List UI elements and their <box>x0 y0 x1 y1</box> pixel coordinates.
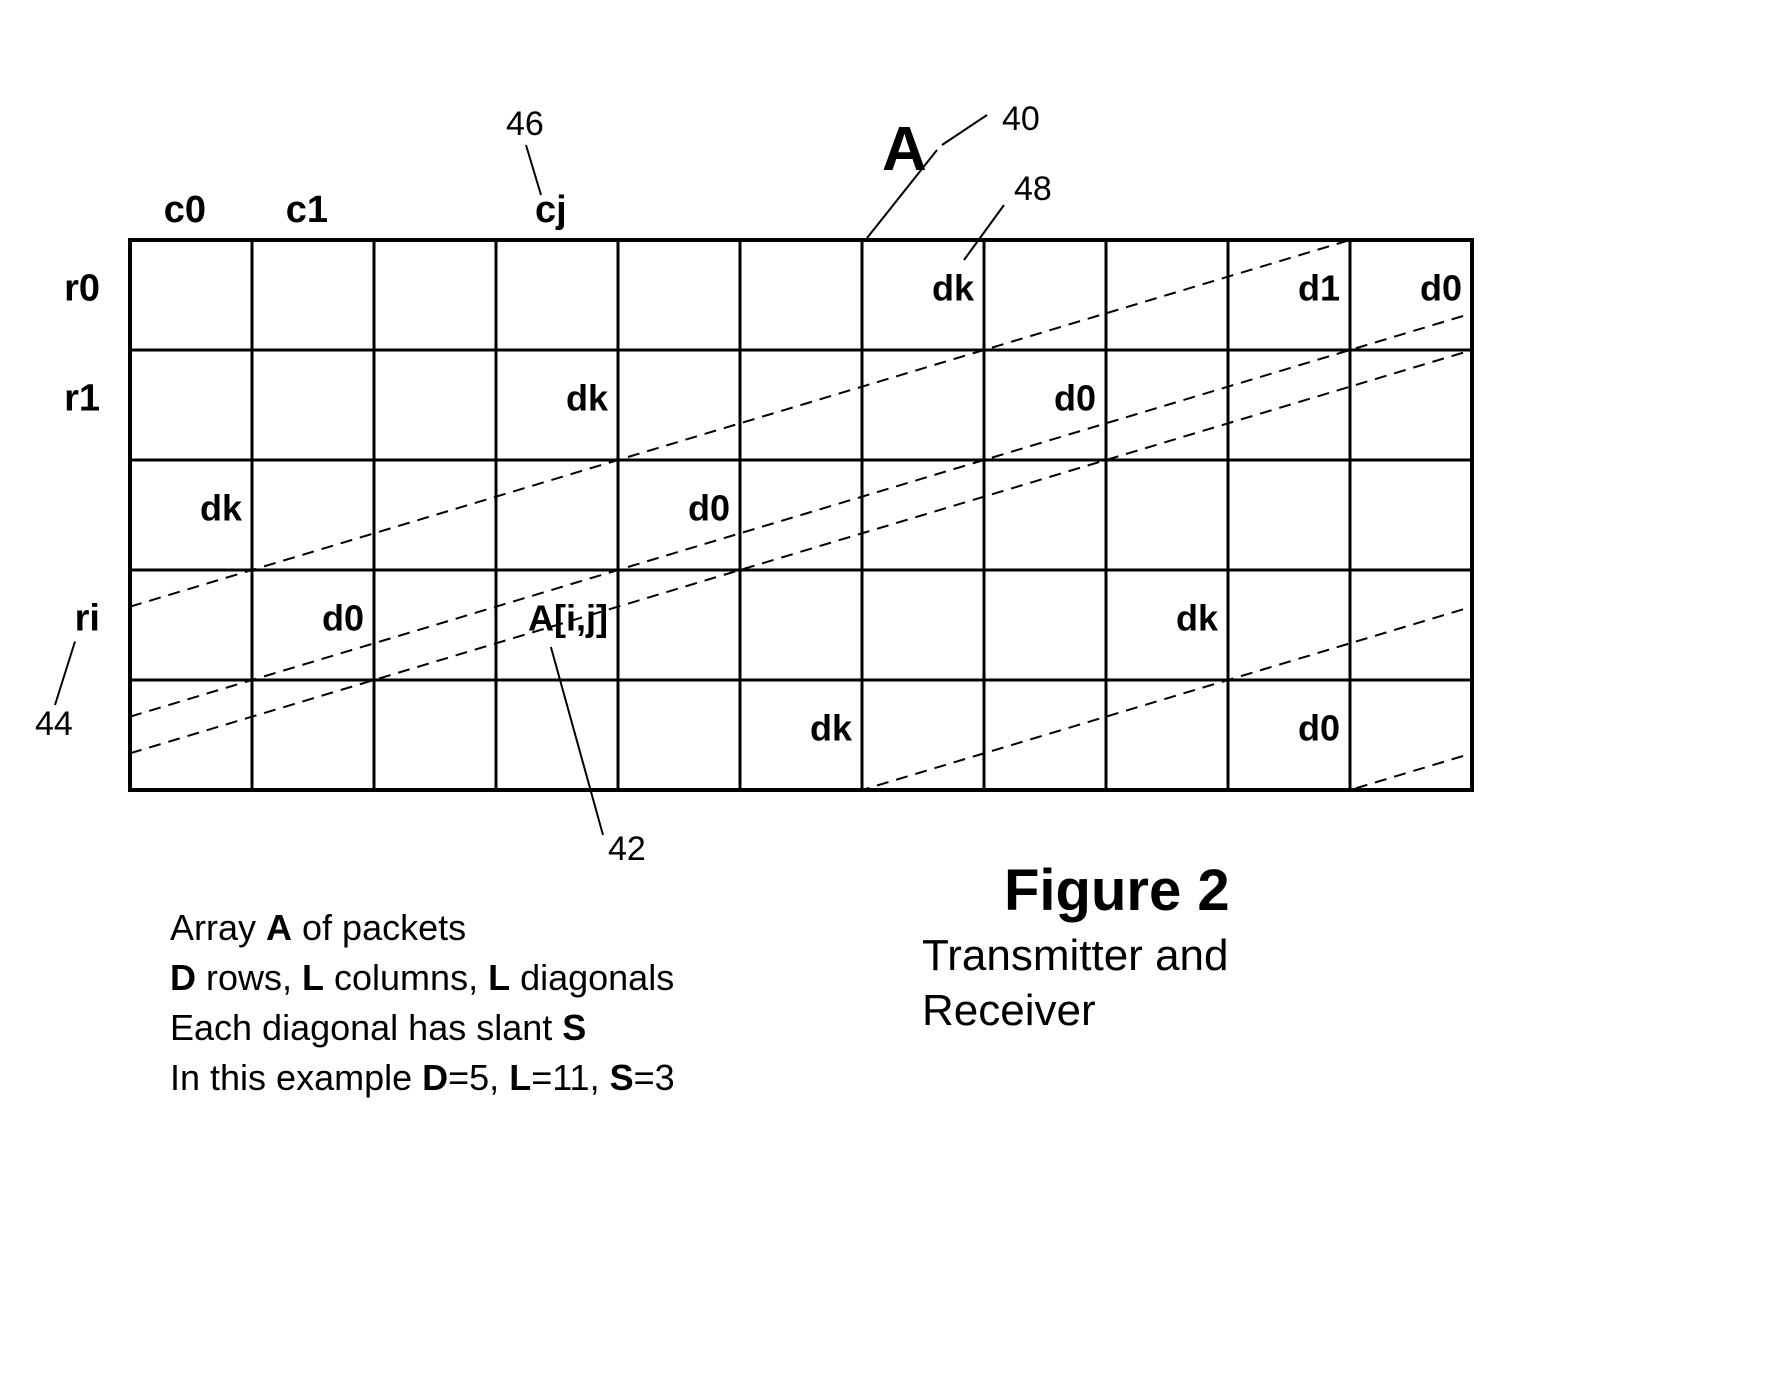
cell-label: d0 <box>688 488 730 529</box>
cell-label: d0 <box>1298 708 1340 749</box>
figure-subtitle: Receiver <box>922 986 1096 1035</box>
column-headers: c0 c1 cj <box>164 189 567 231</box>
caption-line: In this example D=5, L=11, S=3 <box>170 1057 675 1098</box>
array-label: A <box>882 115 927 184</box>
caption-line: D rows, L columns, L diagonals <box>170 957 674 998</box>
callout-44-leader <box>55 642 75 706</box>
cell-label: d0 <box>1054 378 1096 419</box>
row-header: ri <box>75 598 100 640</box>
figure-svg: c0 c1 cj r0 r1 ri dk d1 d0 dk d0 dk d0 d0 A[i,j] dk dk d0… <box>0 0 1785 1379</box>
cell-label: dk <box>200 488 243 529</box>
figure-page: { "figure": { "array_label": "A", "callo… <box>0 0 1785 1379</box>
col-header: cj <box>535 189 567 231</box>
cell-label: d0 <box>1420 268 1462 309</box>
figure-title: Figure 2 <box>1004 858 1230 923</box>
caption-line: Each diagonal has slant S <box>170 1007 586 1048</box>
cell-label: dk <box>932 268 975 309</box>
callout-42-leader <box>551 647 603 835</box>
cell-label: dk <box>566 378 609 419</box>
figure-subtitle: Transmitter and <box>922 931 1228 980</box>
callout-46-leader <box>526 145 541 195</box>
row-header: r0 <box>64 268 100 310</box>
callout-46: 46 <box>506 105 544 143</box>
callout-42: 42 <box>608 830 646 868</box>
callout-48: 48 <box>1014 170 1052 208</box>
caption-line: Array A of packets <box>170 907 466 948</box>
row-headers: r0 r1 ri <box>64 268 100 640</box>
row-header: r1 <box>64 378 100 420</box>
col-header: c1 <box>286 189 328 231</box>
cell-label: dk <box>810 708 853 749</box>
col-header: c0 <box>164 189 206 231</box>
cell-label: d0 <box>322 598 364 639</box>
cell-label: A[i,j] <box>528 598 608 639</box>
callout-44: 44 <box>35 705 73 743</box>
callout-40: 40 <box>1002 100 1040 138</box>
cell-label: d1 <box>1298 268 1340 309</box>
caption: Array A of packets D rows, L columns, L d… <box>170 907 675 1098</box>
callout-40-leader <box>942 115 987 145</box>
cell-label: dk <box>1176 598 1219 639</box>
